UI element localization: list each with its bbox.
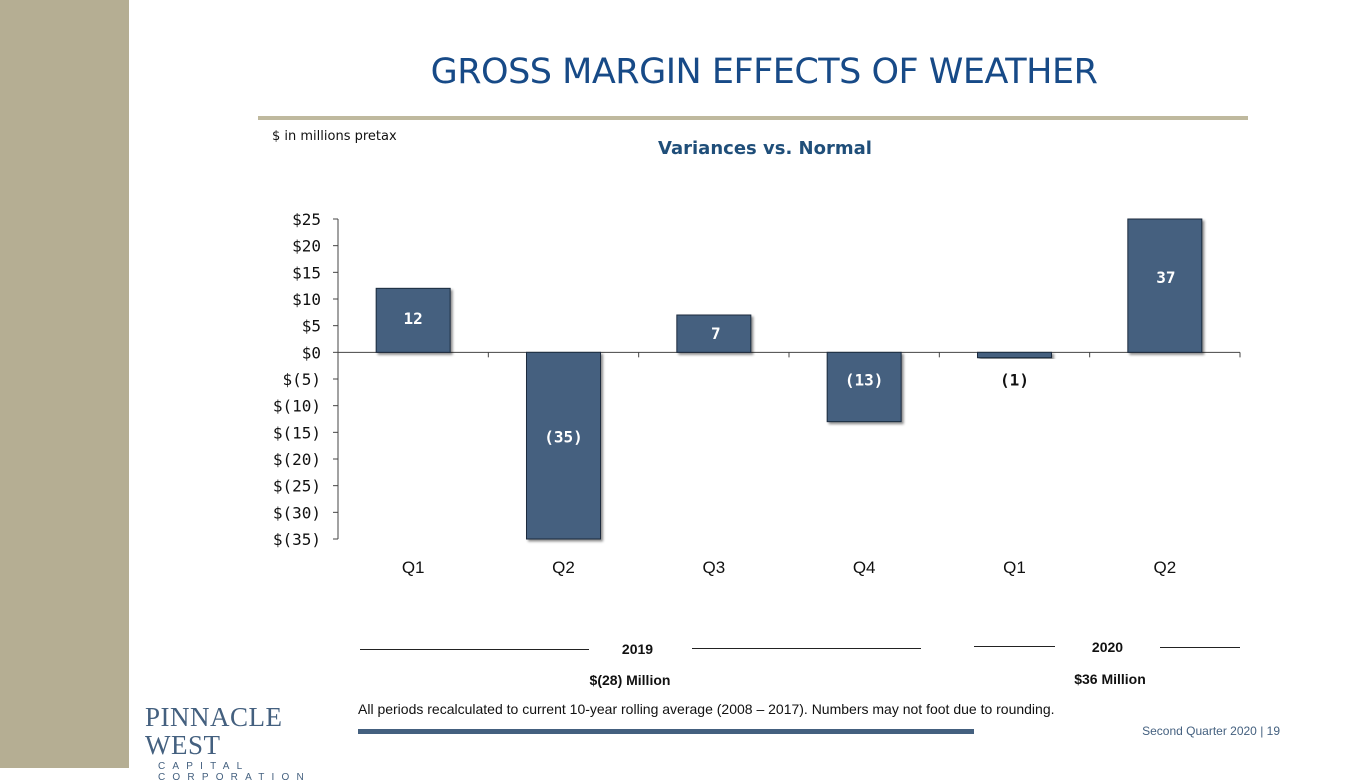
bar	[1127, 218, 1203, 353]
bar-data-label: 7	[711, 324, 721, 343]
x-category-label: Q1	[402, 558, 425, 577]
y-tick-label: $(30)	[273, 503, 321, 522]
y-tick-label: $10	[292, 290, 321, 309]
bar	[375, 287, 451, 353]
year-label-2020: 2020	[1091, 639, 1124, 655]
y-tick-label: $(15)	[273, 423, 321, 442]
year-total-2020: $36 Million	[1074, 671, 1146, 687]
footer-page-info: Second Quarter 2020 | 19	[1142, 724, 1280, 738]
y-tick-label: $5	[302, 317, 321, 336]
footnote: All periods recalculated to current 10-y…	[358, 701, 1055, 717]
y-tick-label: $(35)	[273, 530, 321, 549]
logo-subtitle: CAPITAL CORPORATION	[158, 761, 311, 783]
x-category-label: Q1	[1003, 558, 1026, 577]
y-tick-label: $(25)	[273, 477, 321, 496]
chart-title: Variances vs. Normal	[658, 138, 872, 159]
year-rule-2019-right	[692, 648, 921, 649]
y-tick-label: $25	[292, 210, 321, 229]
bar-data-label: (35)	[544, 427, 583, 446]
y-tick-label: $0	[302, 343, 321, 362]
logo-wordmark: PINNACLE WEST	[145, 702, 283, 760]
bar	[526, 351, 601, 540]
side-accent-bar	[0, 0, 129, 768]
x-category-label: Q3	[702, 558, 725, 577]
year-rule-2019-left	[360, 649, 589, 650]
bar-data-label: (13)	[845, 370, 884, 389]
x-category-label: Q2	[552, 558, 575, 577]
year-rule-2020-right	[1160, 647, 1240, 648]
y-tick-label: $(5)	[282, 370, 321, 389]
bar	[977, 351, 1052, 359]
year-rule-2020-left	[974, 646, 1055, 647]
y-tick-label: $(10)	[273, 397, 321, 416]
bar-data-label: 37	[1156, 268, 1175, 287]
bar-data-label: 12	[404, 309, 423, 328]
bar	[826, 351, 902, 423]
bar-data-label: (1)	[1000, 370, 1029, 389]
bar	[676, 314, 752, 353]
x-category-label: Q4	[853, 558, 876, 577]
y-tick-label: $15	[292, 263, 321, 282]
page-title: GROSS MARGIN EFFECTS OF WEATHER	[430, 52, 1098, 92]
company-logo: PINNACLE WEST CAPITAL CORPORATION	[145, 703, 345, 783]
footer-rule	[358, 729, 974, 734]
year-total-2019: $(28) Million	[589, 672, 671, 688]
year-label-2019: 2019	[621, 641, 654, 657]
title-rule	[258, 116, 1248, 120]
y-tick-label: $20	[292, 237, 321, 256]
units-note: $ in millions pretax	[272, 129, 397, 144]
y-tick-label: $(20)	[273, 450, 321, 469]
x-category-label: Q2	[1153, 558, 1176, 577]
